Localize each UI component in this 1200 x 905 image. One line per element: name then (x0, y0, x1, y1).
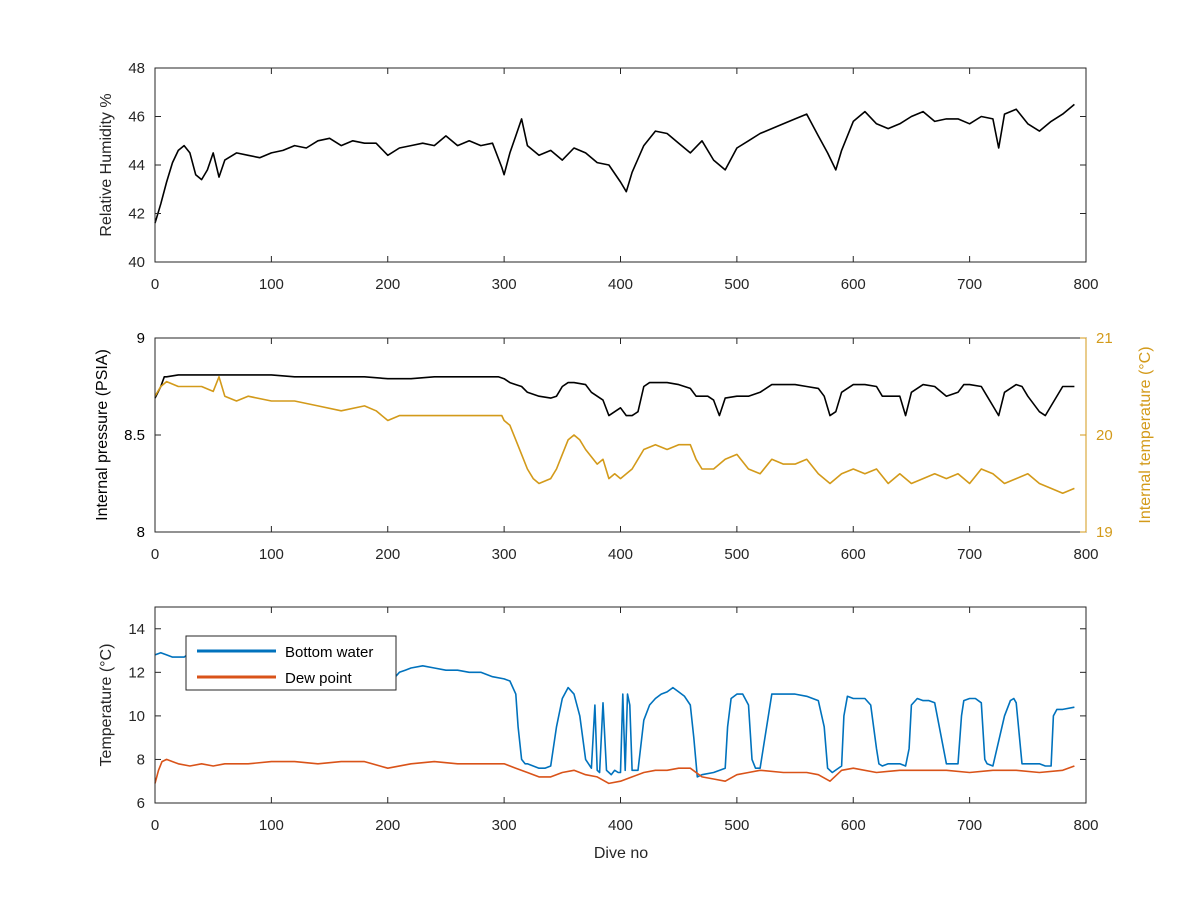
right-y-tick-label: 19 (1096, 524, 1113, 541)
x-tick-label: 500 (724, 546, 749, 563)
y-tick-label: 12 (128, 664, 145, 681)
x-tick-label: 100 (259, 546, 284, 563)
x-tick-label: 600 (841, 546, 866, 563)
x-tick-label: 600 (841, 817, 866, 834)
pressure-x-ticks: 0 100 200 300 400 500 600 700 800 (151, 338, 1099, 563)
y-tick-label: 46 (128, 109, 145, 126)
y-tick-label: 8 (137, 751, 145, 768)
y-tick-label: 40 (128, 254, 145, 271)
temperature-series-layer (154, 651, 1075, 785)
legend-label-bottom-water: Bottom water (285, 644, 373, 661)
series-0-line (154, 374, 1075, 417)
right-y-tick-label: 21 (1096, 330, 1113, 347)
y-tick-label: 9 (137, 330, 145, 347)
x-axis-label: Dive no (594, 845, 648, 862)
y-tick-label: 10 (128, 708, 145, 725)
y-tick-label: 44 (128, 157, 145, 174)
right-y-tick-label: 20 (1096, 427, 1113, 444)
x-tick-label: 300 (492, 817, 517, 834)
humidity-series-layer (154, 103, 1075, 224)
humidity-y-axis-label: Relative Humidity % (98, 93, 115, 236)
x-tick-label: 300 (492, 276, 517, 293)
legend-box (185, 635, 397, 691)
series-1-line (154, 375, 1075, 495)
x-tick-label: 200 (375, 276, 400, 293)
humidity-subplot: 0 100 200 300 400 500 600 700 800 40 42 44 46 48 Rel… (98, 60, 1099, 293)
x-tick-label: 600 (841, 276, 866, 293)
y-tick-label: 42 (128, 206, 145, 223)
temperature-right-y-ticks: 19 20 21 (1080, 330, 1113, 541)
series-0-line (154, 103, 1075, 224)
x-tick-label: 400 (608, 817, 633, 834)
x-tick-label: 200 (375, 546, 400, 563)
pressure-y-ticks: 88.59 (124, 330, 161, 541)
humidity-y-ticks: 40 42 44 46 48 (128, 60, 1086, 271)
x-tick-label: 800 (1073, 276, 1098, 293)
internal-temperature-y-axis-label: Internal temperature (°C) (1137, 346, 1154, 523)
pressure-y-axis-label: Internal pressure (PSIA) (94, 349, 111, 521)
humidity-x-ticks: 0 100 200 300 400 500 600 700 800 (151, 68, 1099, 293)
x-tick-label: 0 (151, 276, 159, 293)
temperature-y-ticks: 6 8 10 12 14 (128, 621, 1086, 812)
legend-label-dew-point: Dew point (285, 670, 353, 687)
legend: Bottom water Dew point (185, 635, 397, 691)
x-tick-label: 800 (1073, 817, 1098, 834)
dew-point-line (154, 758, 1075, 785)
bottom-water-line (154, 651, 1075, 778)
x-tick-label: 400 (608, 546, 633, 563)
x-tick-label: 0 (151, 546, 159, 563)
y-tick-label: 8.5 (124, 427, 145, 444)
x-tick-label: 400 (608, 276, 633, 293)
pressure-series-layer (154, 374, 1075, 495)
y-tick-label: 8 (137, 524, 145, 541)
x-tick-label: 100 (259, 276, 284, 293)
x-tick-label: 0 (151, 817, 159, 834)
x-tick-label: 300 (492, 546, 517, 563)
x-tick-label: 700 (957, 546, 982, 563)
temperature-x-ticks: 0 100 200 300 400 500 600 700 800 (151, 607, 1099, 834)
x-tick-label: 700 (957, 276, 982, 293)
x-tick-label: 700 (957, 817, 982, 834)
x-tick-label: 100 (259, 817, 284, 834)
y-tick-label: 6 (137, 795, 145, 812)
x-tick-label: 500 (724, 817, 749, 834)
y-tick-label: 48 (128, 60, 145, 77)
x-tick-label: 800 (1073, 546, 1098, 563)
x-tick-label: 500 (724, 276, 749, 293)
temperature-subplot: 0 100 200 300 400 500 600 700 800 6 8 10 12 14 Tempe… (98, 606, 1099, 862)
temperature-y-axis-label: Temperature (°C) (98, 644, 115, 767)
y-tick-label: 14 (128, 621, 145, 638)
x-tick-label: 200 (375, 817, 400, 834)
pressure-plot-area (155, 338, 1086, 532)
humidity-plot-area (155, 68, 1086, 262)
